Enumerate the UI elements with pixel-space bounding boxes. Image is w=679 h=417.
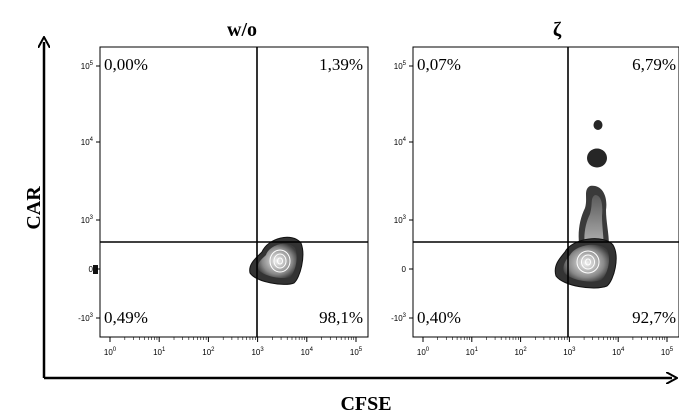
quadrant-lower-left: 0,49% (104, 308, 148, 327)
quadrant-lower-right: 98,1% (319, 308, 363, 327)
quadrant-upper-left: 0,00% (104, 55, 148, 74)
axis-event-pileup (93, 265, 98, 274)
contour-ring (581, 254, 595, 270)
contour-ring (576, 250, 600, 274)
x-tick-label: 102 (202, 347, 215, 357)
y-tick-label: 105 (394, 61, 407, 71)
quadrant-upper-right: 1,39% (319, 55, 363, 74)
y-tick-label: 105 (81, 61, 94, 71)
x-tick-labels: 100 101 102 103 104 105 (417, 337, 674, 357)
y-tick-label: 103 (394, 215, 407, 225)
quadrant-upper-right: 6,79% (632, 55, 676, 74)
x-tick-label: 100 (417, 347, 430, 357)
panel-title: w/o (227, 19, 257, 41)
y-tick-label: 104 (394, 137, 407, 147)
quadrant-lower-left: 0,40% (417, 308, 461, 327)
panel-title: ζ (553, 19, 562, 41)
contour-ring (273, 253, 287, 269)
high-car-event-cluster (587, 148, 607, 168)
y-tick-label: -103 (78, 313, 94, 323)
y-tick-label: 0 (89, 265, 94, 274)
y-tick-label: 0 (402, 265, 407, 274)
y-axis-label: CAR (23, 186, 45, 230)
y-tick-labels: -103 0 103 104 105 (78, 61, 100, 323)
y-tick-label: 104 (81, 137, 94, 147)
x-tick-label: 101 (466, 347, 479, 357)
x-tick-label: 103 (251, 347, 264, 357)
x-tick-label: 100 (104, 347, 117, 357)
plot-frame (412, 46, 679, 338)
x-tick-label: 104 (612, 347, 625, 357)
x-axis-label: CFSE (340, 393, 391, 415)
quadrant-upper-left: 0,07% (417, 55, 461, 74)
contour-ring (269, 249, 291, 273)
x-tick-label: 103 (563, 347, 576, 357)
y-tick-label: -103 (391, 313, 407, 323)
x-tick-label: 102 (514, 347, 527, 357)
x-tick-label: 104 (301, 347, 314, 357)
plot-frame (99, 46, 369, 338)
x-tick-labels: 100 101 102 103 104 105 (104, 337, 363, 357)
x-tick-label: 105 (350, 347, 363, 357)
y-tick-label: 103 (81, 215, 94, 225)
main-population-inner (563, 244, 610, 282)
x-tick-label: 105 (661, 347, 674, 357)
x-tick-label: 101 (153, 347, 166, 357)
contour-ring (277, 257, 283, 265)
plot-panel-1: w/o 0,00% 1,39% 0,49% 98,1% -10301031041… (78, 19, 369, 357)
population-contours (249, 236, 304, 285)
y-tick-labels: -103 0 103 104 105 (391, 61, 413, 323)
contour-ring (585, 258, 591, 266)
plot-panel-2: ζ 0,07% 6,79% 0,40% 92,7% -103 0 103 104 105… (391, 19, 679, 357)
high-car-event-cluster (593, 120, 603, 130)
quadrant-lower-right: 92,7% (632, 308, 676, 327)
